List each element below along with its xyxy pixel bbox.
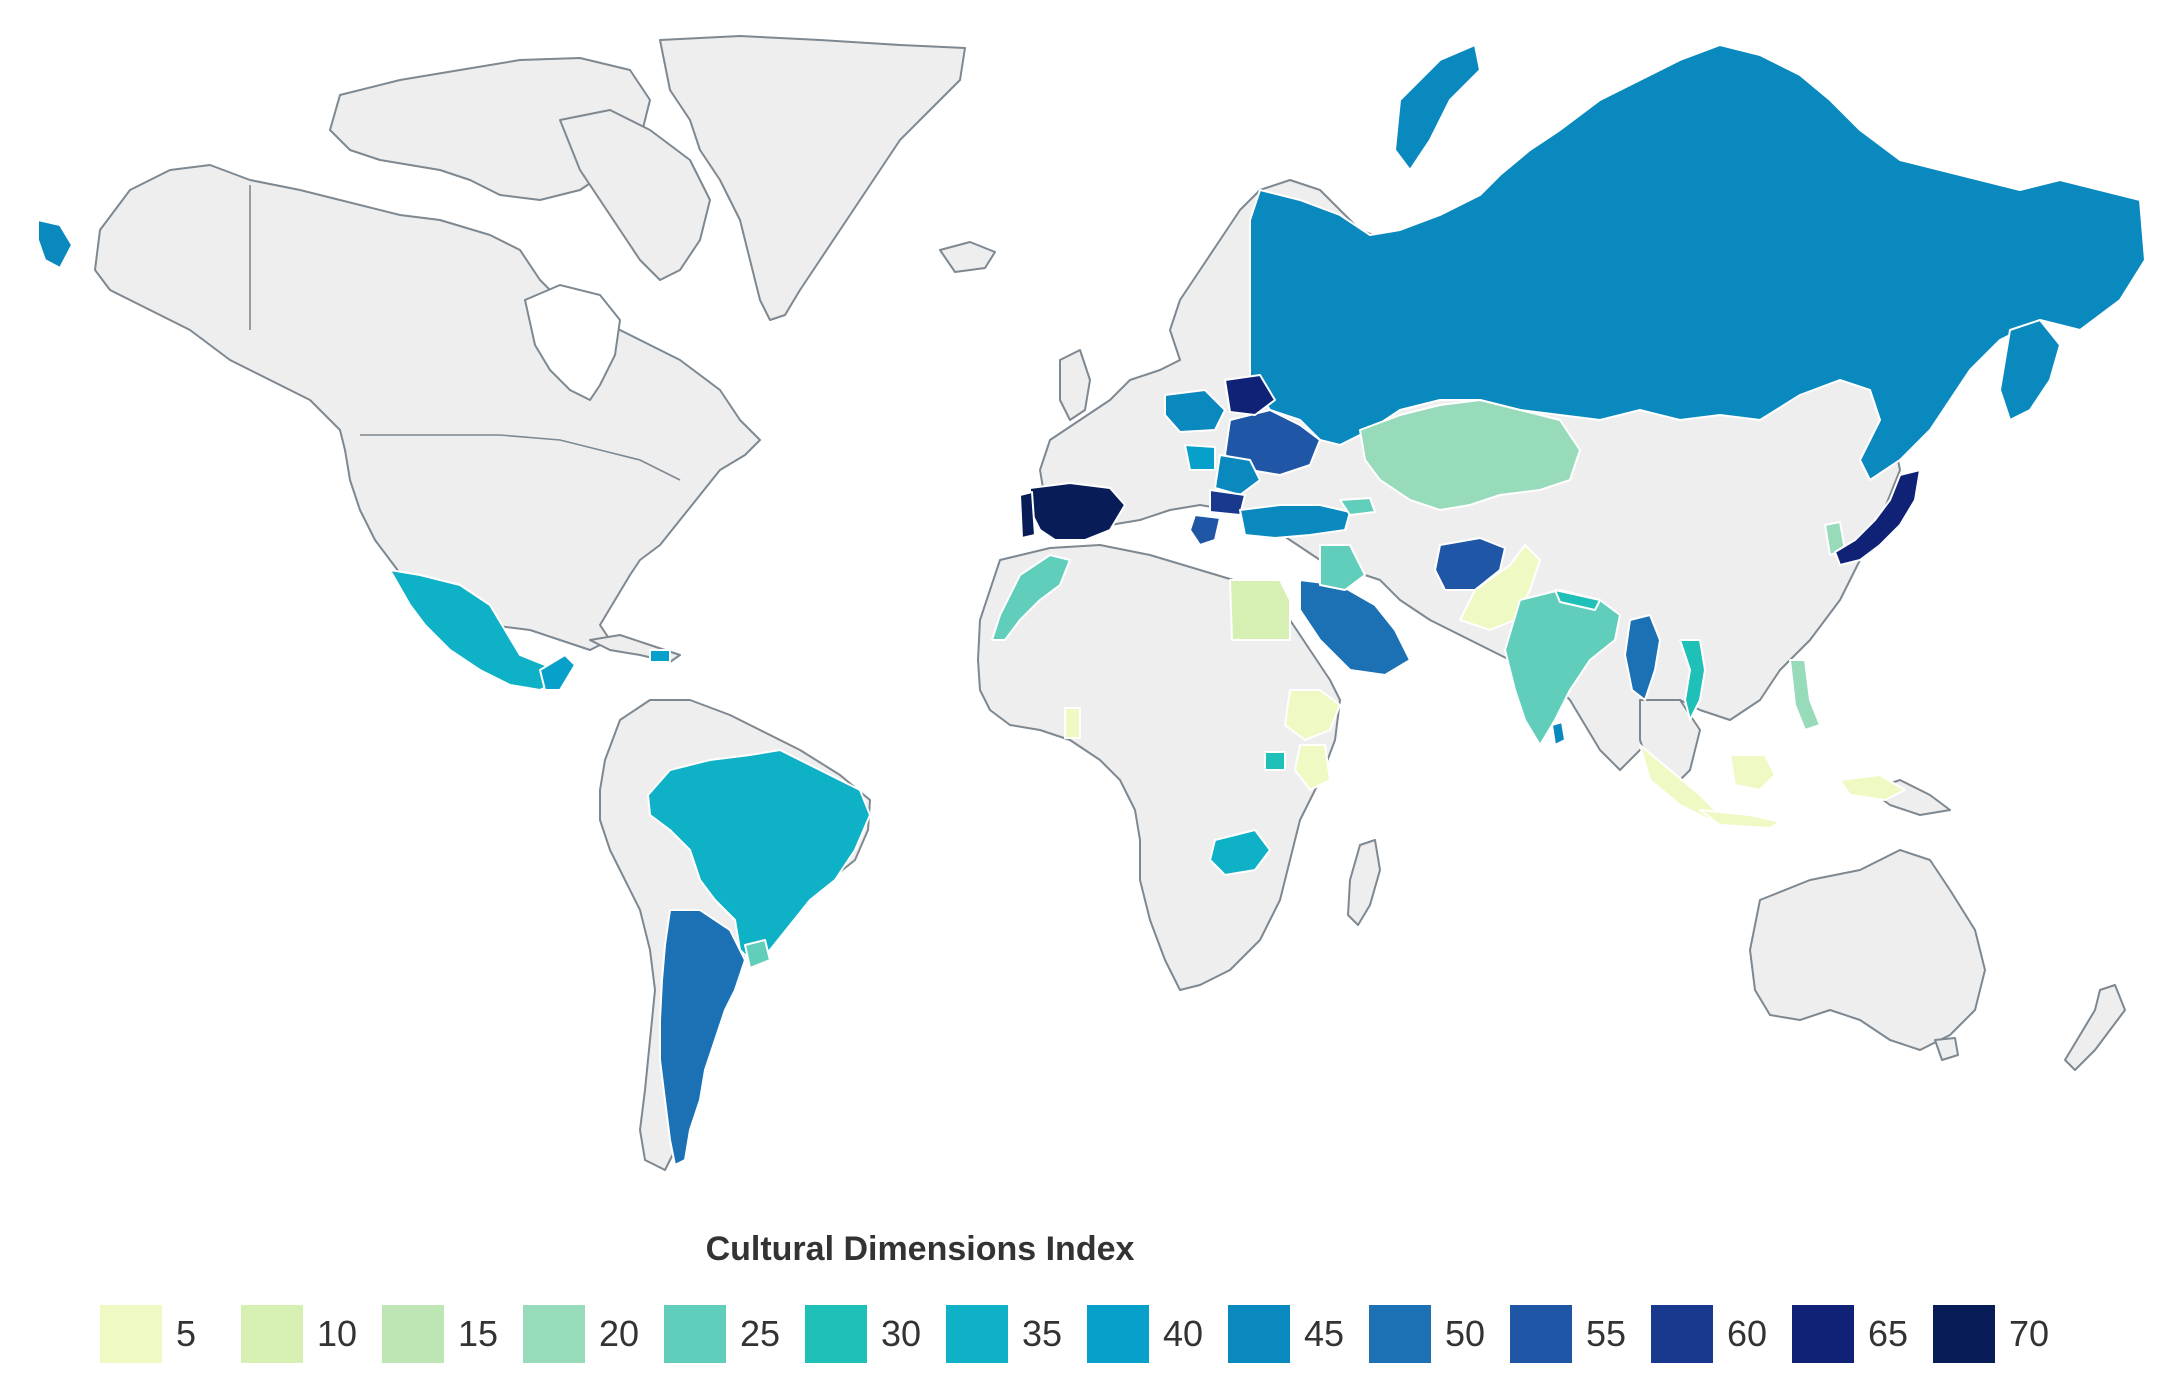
region-kazakhstan	[1359, 399, 1581, 511]
legend-label: 70	[2009, 1313, 2050, 1354]
region-philippines	[1789, 659, 1821, 731]
region-belarus	[1224, 374, 1276, 416]
legend-swatch	[523, 1305, 585, 1363]
region-indonesia-east	[1839, 774, 1906, 801]
legend-label: 50	[1445, 1313, 1486, 1354]
legend-label: 30	[881, 1313, 922, 1354]
region-argentina	[659, 909, 746, 1166]
region-dominican-republic	[649, 649, 671, 663]
legend-item-10: 10	[241, 1302, 382, 1366]
region-morocco	[991, 554, 1071, 641]
region-greece	[1189, 514, 1221, 546]
region-sri-lanka	[1551, 721, 1566, 746]
region-novaya-zemlya	[1394, 44, 1481, 171]
legend-swatch	[241, 1305, 303, 1363]
legend-item-40: 40	[1087, 1302, 1228, 1366]
region-portugal	[1019, 491, 1036, 539]
land-greenland	[659, 35, 966, 321]
legend-swatch	[1651, 1305, 1713, 1363]
legend-label: 25	[740, 1313, 781, 1354]
region-poland	[1164, 389, 1226, 433]
legend-item-55: 55	[1510, 1302, 1651, 1366]
legend-label: 5	[176, 1313, 197, 1354]
region-spain	[1029, 482, 1126, 541]
legend-swatch	[1933, 1305, 1995, 1363]
border-canada-us	[360, 434, 681, 481]
region-uruguay	[744, 939, 771, 969]
region-ghana	[1064, 707, 1081, 739]
legend-label: 35	[1022, 1313, 1063, 1354]
legend-item-25: 25	[664, 1302, 805, 1366]
legend-label: 15	[458, 1313, 499, 1354]
region-caucasus	[1339, 497, 1376, 516]
legend-swatch	[1087, 1305, 1149, 1363]
legend-item-35: 35	[946, 1302, 1087, 1366]
legend-label: 65	[1868, 1313, 1909, 1354]
legend-item-50: 50	[1369, 1302, 1510, 1366]
legend-swatch	[1369, 1305, 1431, 1363]
region-indonesia-java	[1699, 809, 1781, 829]
region-kenya	[1294, 744, 1331, 791]
hudson-bay	[523, 283, 622, 402]
region-saudi-arabia	[1299, 579, 1411, 676]
legend-label: 55	[1586, 1313, 1627, 1354]
legend-label: 60	[1727, 1313, 1768, 1354]
region-brazil	[647, 749, 871, 966]
region-alaska-islands	[37, 219, 73, 269]
legend-item-65: 65	[1792, 1302, 1933, 1366]
land-madagascar	[1347, 839, 1381, 926]
world-choropleth-map	[37, 35, 2146, 1171]
region-japan	[1834, 469, 1921, 566]
region-ethiopia	[1284, 689, 1341, 741]
legend-label: 40	[1163, 1313, 1204, 1354]
legend-swatch	[1228, 1305, 1290, 1363]
land-new-zealand	[2064, 984, 2126, 1071]
land-australia	[1749, 849, 1986, 1051]
land-baffin	[559, 109, 711, 281]
region-vietnam	[1679, 639, 1706, 721]
land-arctic-islands	[329, 57, 651, 201]
legend-item-45: 45	[1228, 1302, 1369, 1366]
land-north-america	[94, 164, 761, 651]
legend-item-30: 30	[805, 1302, 946, 1366]
region-zambia	[1209, 829, 1271, 876]
legend-item-20: 20	[523, 1302, 664, 1366]
region-iraq	[1319, 544, 1366, 591]
legend-swatch	[1792, 1305, 1854, 1363]
region-hungary	[1184, 444, 1216, 471]
legend-swatch	[1510, 1305, 1572, 1363]
legend-label: 10	[317, 1313, 358, 1354]
region-egypt	[1229, 579, 1291, 641]
land-tasmania	[1934, 1037, 1959, 1061]
legend-label: 20	[599, 1313, 640, 1354]
legend-item-5: 5	[100, 1302, 241, 1366]
legend-swatch	[805, 1305, 867, 1363]
legend-swatch	[946, 1305, 1008, 1363]
legend-swatch	[100, 1305, 162, 1363]
legend-title: Cultural Dimensions Index	[705, 1230, 1135, 1268]
legend-swatch	[382, 1305, 444, 1363]
legend-item-15: 15	[382, 1302, 523, 1366]
legend-items: 5 10 15 20 25 30 35 40 45 50 55 60 65 70	[100, 1302, 2074, 1366]
land-uk	[1059, 349, 1091, 421]
legend: Cultural Dimensions Index 5 10 15 20 25 30 35 4…	[0, 1230, 2180, 1363]
legend-item-60: 60	[1651, 1302, 1792, 1366]
legend-label: 45	[1304, 1313, 1345, 1354]
region-romania	[1214, 454, 1261, 496]
region-central-america	[539, 654, 576, 691]
region-indonesia-borneo	[1729, 754, 1776, 791]
land-iceland	[939, 241, 996, 273]
region-uganda	[1264, 751, 1286, 771]
region-myanmar	[1624, 614, 1661, 701]
region-turkey	[1239, 504, 1351, 539]
legend-swatch	[664, 1305, 726, 1363]
region-russia-far-east	[1999, 319, 2061, 421]
region-nepal	[1554, 589, 1601, 611]
legend-item-70: 70	[1933, 1302, 2074, 1366]
